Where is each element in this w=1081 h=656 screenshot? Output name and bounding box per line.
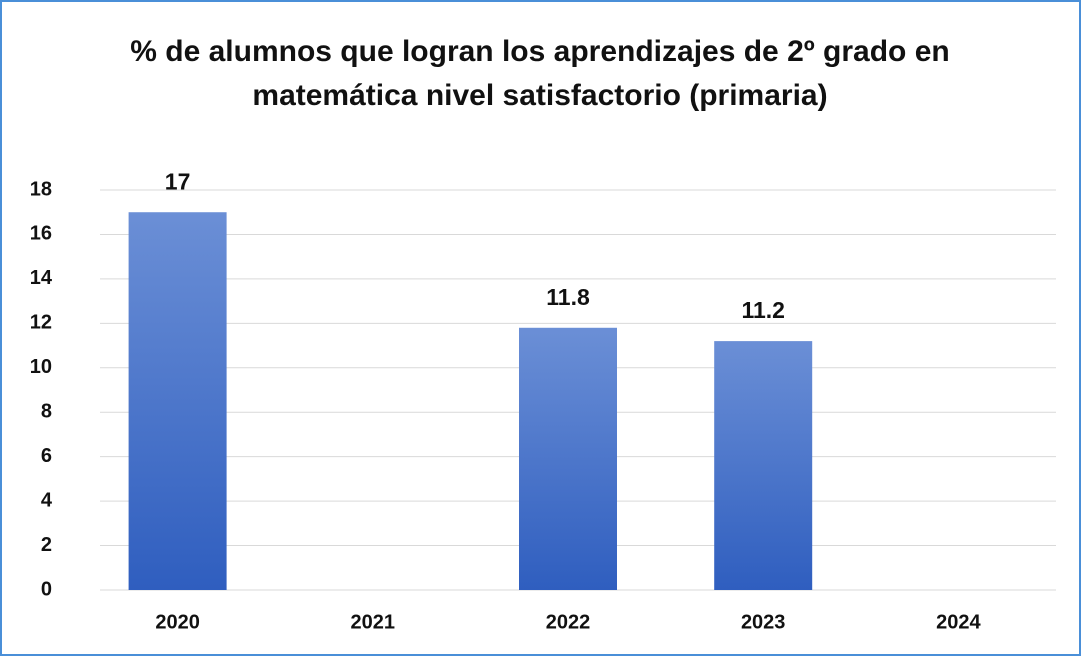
y-tick-label: 4	[41, 489, 53, 511]
x-tick-label: 2021	[351, 611, 396, 633]
x-tick-label: 2023	[741, 611, 786, 633]
x-tick-label: 2022	[546, 611, 591, 633]
x-tick-label: 2020	[155, 611, 200, 633]
value-label: 17	[165, 168, 191, 194]
bar	[714, 341, 813, 590]
y-tick-label: 0	[41, 578, 52, 600]
y-tick-label: 8	[41, 401, 52, 423]
y-tick-label: 12	[30, 312, 52, 334]
y-tick-label: 10	[30, 356, 52, 378]
y-tick-label: 14	[30, 267, 53, 289]
y-tick-label: 6	[41, 445, 52, 467]
y-tick-label: 2	[41, 534, 52, 556]
y-tick-label: 18	[30, 178, 52, 200]
y-tick-label: 16	[30, 223, 52, 245]
x-tick-label: 2024	[936, 611, 981, 633]
chart-title: % de alumnos que logran los aprendizajes…	[130, 35, 950, 112]
bar	[128, 212, 227, 590]
value-label: 11.2	[741, 297, 785, 323]
value-label: 11.8	[546, 284, 590, 310]
bar	[519, 327, 617, 590]
